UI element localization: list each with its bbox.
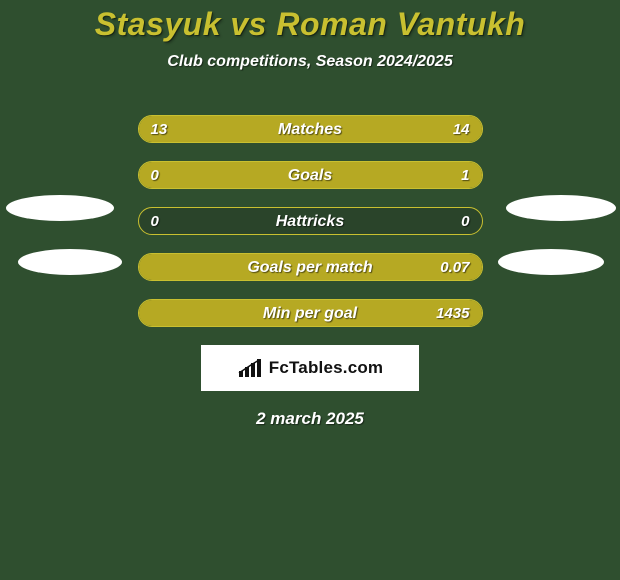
oval-left-2	[18, 249, 122, 275]
stat-row-gpm: 0.07Goals per match	[138, 253, 483, 281]
oval-left-1	[6, 195, 114, 221]
stat-row-hattricks: 00Hattricks	[138, 207, 483, 235]
brand-box: FcTables.com	[201, 345, 419, 391]
stat-row-matches: 1314Matches	[138, 115, 483, 143]
bar-chart-icon	[237, 357, 263, 379]
stat-label: Matches	[139, 116, 482, 143]
stat-row-mpg: 1435Min per goal	[138, 299, 483, 327]
date-text: 2 march 2025	[0, 409, 620, 429]
stat-rows: 1314Matches 01Goals 00Hattricks 0.07Goals p…	[138, 115, 483, 327]
oval-right-2	[498, 249, 604, 275]
stat-label: Goals per match	[139, 254, 482, 281]
stat-label: Min per goal	[139, 300, 482, 327]
subtitle: Club competitions, Season 2024/2025	[0, 53, 620, 71]
stat-label: Goals	[139, 162, 482, 189]
stat-label: Hattricks	[139, 208, 482, 235]
page-root: Stasyuk vs Roman Vantukh Club competitio…	[0, 0, 620, 580]
stat-row-goals: 01Goals	[138, 161, 483, 189]
page-title: Stasyuk vs Roman Vantukh	[0, 0, 620, 43]
brand-text: FcTables.com	[269, 358, 384, 378]
oval-right-1	[506, 195, 616, 221]
